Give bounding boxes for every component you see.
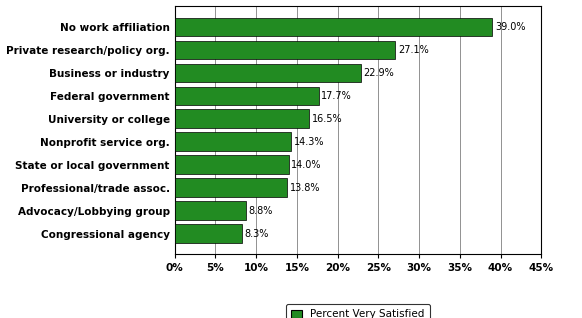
Bar bbox=[175, 109, 309, 128]
Text: 16.5%: 16.5% bbox=[311, 114, 342, 124]
Bar bbox=[175, 178, 287, 197]
Text: 13.8%: 13.8% bbox=[289, 183, 320, 193]
Bar bbox=[175, 132, 291, 151]
Text: 8.3%: 8.3% bbox=[244, 229, 269, 239]
Bar bbox=[175, 86, 319, 105]
Text: 14.3%: 14.3% bbox=[293, 137, 324, 147]
Bar bbox=[175, 224, 242, 243]
Text: 22.9%: 22.9% bbox=[364, 68, 395, 78]
Bar bbox=[175, 41, 395, 59]
Bar bbox=[175, 17, 492, 37]
Text: 27.1%: 27.1% bbox=[398, 45, 428, 55]
Bar bbox=[175, 156, 289, 174]
Text: 14.0%: 14.0% bbox=[291, 160, 322, 170]
Bar bbox=[175, 64, 361, 82]
Bar bbox=[175, 201, 246, 220]
Text: 39.0%: 39.0% bbox=[495, 22, 526, 32]
Text: 17.7%: 17.7% bbox=[321, 91, 352, 101]
Legend: Percent Very Satisfied: Percent Very Satisfied bbox=[286, 304, 430, 318]
Text: 8.8%: 8.8% bbox=[249, 206, 273, 216]
